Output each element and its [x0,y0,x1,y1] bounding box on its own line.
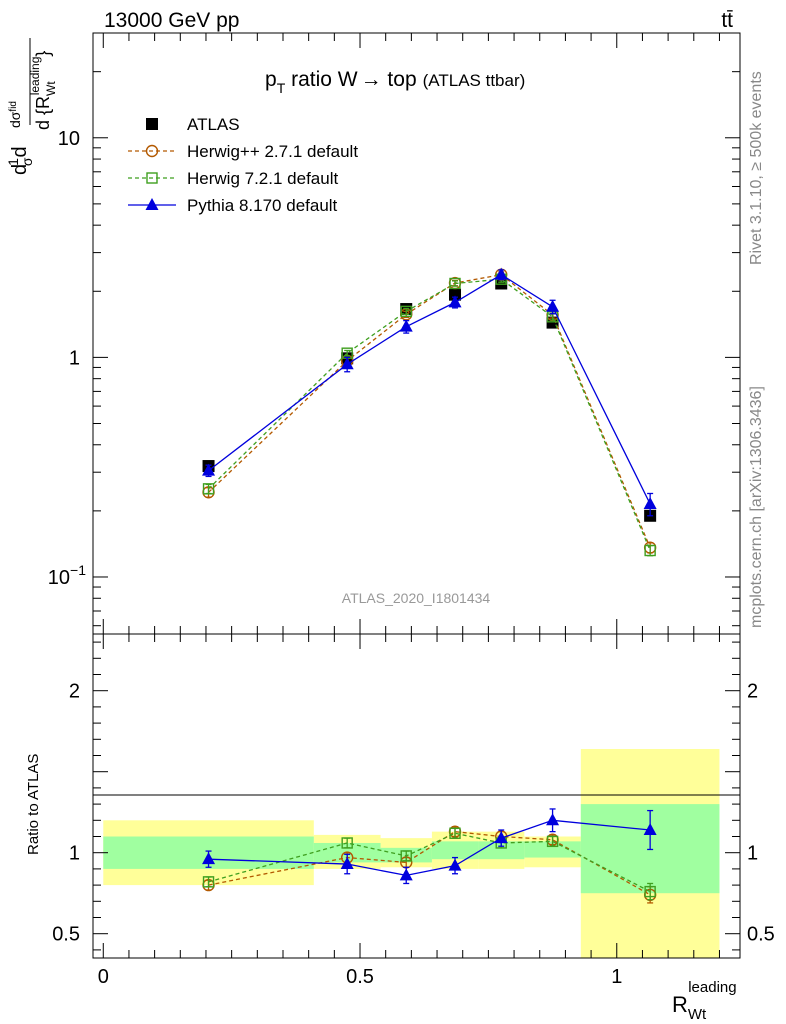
legend-marker [145,144,159,158]
ratio-y-tick-label-right: 0.5 [747,924,775,946]
ratio-point [449,827,461,839]
y-tick-label: 10−1 [48,562,86,589]
ratio-point [448,858,462,871]
axis-ticks [93,32,740,958]
y-label-d-sigma: d1σd [5,146,35,175]
data-point [546,299,560,312]
y-label-fraction: dσfid [7,101,23,128]
ratio-y-tick-label-right: 2 [747,681,758,703]
data-point [202,463,216,476]
ratio-y-tick-label: 1 [69,843,80,865]
legend-label: Herwig++ 2.7.1 default [187,142,358,161]
data-point [340,357,354,370]
energy-label: 13000 GeV pp [104,9,239,32]
x-axis-label: RWtleading [672,979,737,1023]
series-line-3 [208,273,651,505]
series-line-2 [208,278,651,551]
x-tick-label: 0 [98,966,109,988]
legend-item-2: Herwig 7.2.1 default [128,169,338,188]
legend-marker [145,198,159,210]
data-point [400,305,412,318]
ratio-point [644,885,656,898]
ratio-y-tick-label-right: 1 [747,843,758,865]
axis-tick-labels: 0 0.5 1 10−1 1 10 0.5 0.5 1 1 2 2 [48,128,775,988]
legend-label: Pythia 8.170 default [187,196,338,215]
ratio-point [399,868,413,881]
series-1 [202,268,657,554]
ratio-point [546,813,560,826]
process-label: tt̄ [721,9,733,32]
main-y-axis-label: d1σd dσfid d {RWtleading} [5,38,58,175]
ratio-point [400,850,412,862]
data-point [495,277,508,290]
ratio-y-tick-label: 0.5 [52,924,80,946]
data-point [449,277,461,290]
y-label-denominator: d {RWtleading} [28,51,58,130]
ratio-series [202,808,657,904]
legend-marker [146,118,158,130]
data-point [644,544,656,557]
x-tick-label: 0.5 [346,966,374,988]
series-2 [202,273,656,557]
band-inner-4 [478,841,525,860]
series-3 [202,267,657,517]
legend-marker [146,172,158,184]
x-tick-label: 1 [611,966,622,988]
legend-label: Herwig 7.2.1 default [187,169,338,188]
y-tick-label: 1 [69,347,80,369]
ratio-point [202,876,215,888]
ratio-point [341,837,353,849]
analysis-label: ATLAS_2020_I1801434 [342,590,491,606]
data-point [494,267,508,280]
ratio-point [546,835,559,848]
data-point [202,483,215,495]
ratio-series-2 [202,808,657,885]
legend-item-1: Herwig++ 2.7.1 default [128,142,358,161]
band-inner-3 [431,841,479,860]
ratio-frame [92,633,741,959]
ratio-y-axis-label: Ratio to ATLAS [25,754,42,855]
legend-item-0: ATLAS [146,115,240,134]
ratio-point [340,857,354,870]
rivet-label: Rivet 3.1.10, ≥ 500k events [748,71,765,265]
ratio-point [202,852,216,865]
mcplots-label: mcplots.cern.ch [arXiv:1306.3436] [748,386,765,628]
y-tick-label: 10 [58,128,80,150]
ratio-point [494,831,508,844]
main-series [202,267,657,557]
band-inner-5 [524,841,581,858]
plot-title: pT ratio W → top (ATLAS ttbar) [265,68,525,96]
data-point [399,319,413,332]
ratio-y-tick-label: 2 [69,681,80,703]
data-point [643,496,657,509]
legend: ATLAS Herwig++ 2.7.1 default Herwig 7.2.1 … [128,115,358,215]
legend-item-3: Pythia 8.170 default [128,196,338,215]
data-point [448,295,462,308]
ratio-point [643,823,657,836]
legend-label: ATLAS [187,115,240,134]
